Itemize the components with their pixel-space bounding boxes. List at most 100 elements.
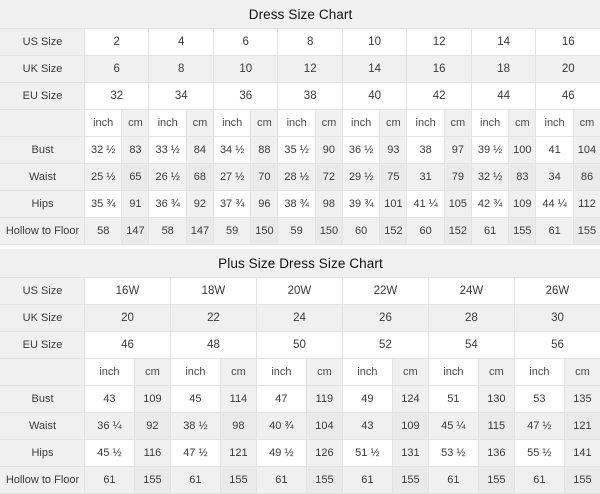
measure-value-cm: 155 xyxy=(306,467,342,494)
measure-value-cm: 147 xyxy=(186,218,213,245)
measure-value-inch: 43 xyxy=(342,413,392,440)
measure-value-inch: 51 xyxy=(428,386,478,413)
size-value-cell: 46 xyxy=(536,83,600,110)
measure-value-cm: 121 xyxy=(220,440,256,467)
size-value-cell: 54 xyxy=(428,332,514,359)
measure-value-cm: 86 xyxy=(573,164,600,191)
measure-value-cm: 93 xyxy=(380,137,407,164)
unit-header-cm: cm xyxy=(564,359,600,386)
unit-header-cm: cm xyxy=(315,110,342,137)
measure-value-cm: 90 xyxy=(315,137,342,164)
measure-value-inch: 29 ½ xyxy=(342,164,379,191)
measure-value-cm: 75 xyxy=(380,164,407,191)
measure-value-cm: 91 xyxy=(122,191,149,218)
unit-row-blank-label xyxy=(1,110,85,137)
size-value-cell: 18W xyxy=(170,278,256,305)
size-value-cell: 16 xyxy=(407,56,471,83)
measure-value-inch: 34 ½ xyxy=(213,137,250,164)
measure-value-inch: 36 ½ xyxy=(342,137,379,164)
unit-header-cm: cm xyxy=(509,110,536,137)
unit-header-inch: inch xyxy=(536,110,573,137)
unit-header-cm: cm xyxy=(122,110,149,137)
unit-header-inch: inch xyxy=(514,359,564,386)
size-value-cell: 26W xyxy=(514,278,600,305)
measure-value-inch: 35 ½ xyxy=(278,137,315,164)
measure-value-cm: 98 xyxy=(220,413,256,440)
size-value-cell: 22W xyxy=(342,278,428,305)
measure-value-cm: 70 xyxy=(251,164,278,191)
measure-value-cm: 150 xyxy=(251,218,278,245)
measure-value-inch: 60 xyxy=(342,218,379,245)
row-label-waist: Waist xyxy=(1,413,85,440)
unit-header-cm: cm xyxy=(186,110,213,137)
measure-value-cm: 97 xyxy=(444,137,471,164)
row-label-hips: Hips xyxy=(1,191,85,218)
measure-value-inch: 43 xyxy=(85,386,135,413)
measure-value-cm: 116 xyxy=(134,440,170,467)
size-value-cell: 12 xyxy=(278,56,342,83)
measure-value-cm: 68 xyxy=(186,164,213,191)
unit-header-inch: inch xyxy=(149,110,186,137)
unit-header-inch: inch xyxy=(85,110,122,137)
measure-value-cm: 92 xyxy=(134,413,170,440)
measure-value-inch: 55 ½ xyxy=(514,440,564,467)
measure-value-inch: 33 ½ xyxy=(149,137,186,164)
measure-value-inch: 39 ½ xyxy=(471,137,508,164)
measure-value-inch: 40 ¾ xyxy=(256,413,306,440)
row-label-bust: Bust xyxy=(1,137,85,164)
measure-value-inch: 27 ½ xyxy=(213,164,250,191)
measure-value-cm: 155 xyxy=(134,467,170,494)
unit-header-cm: cm xyxy=(220,359,256,386)
size-value-cell: 12 xyxy=(407,29,471,56)
measure-value-inch: 45 ½ xyxy=(85,440,135,467)
measure-value-inch: 42 ¾ xyxy=(471,191,508,218)
size-value-cell: 24W xyxy=(428,278,514,305)
unit-header-inch: inch xyxy=(471,110,508,137)
measure-value-inch: 28 ½ xyxy=(278,164,315,191)
measure-value-inch: 47 xyxy=(256,386,306,413)
measure-value-cm: 83 xyxy=(122,137,149,164)
title-row: Plus Size Dress Size Chart xyxy=(1,250,600,278)
title-row: Dress Size Chart xyxy=(1,1,600,29)
unit-header-cm: cm xyxy=(251,110,278,137)
size-value-cell: 6 xyxy=(85,56,149,83)
size-value-cell: 28 xyxy=(428,305,514,332)
measure-value-inch: 59 xyxy=(213,218,250,245)
measure-value-cm: 88 xyxy=(251,137,278,164)
measure-value-cm: 121 xyxy=(564,413,600,440)
unit-header-cm: cm xyxy=(392,359,428,386)
unit-header-cm: cm xyxy=(444,110,471,137)
measure-value-cm: 130 xyxy=(478,386,514,413)
measure-value-cm: 155 xyxy=(573,218,600,245)
measure-value-inch: 37 ¾ xyxy=(213,191,250,218)
measure-value-cm: 124 xyxy=(392,386,428,413)
measure-value-cm: 112 xyxy=(573,191,600,218)
measure-value-cm: 141 xyxy=(564,440,600,467)
measure-value-cm: 155 xyxy=(509,218,536,245)
row-label-uk-size: UK Size xyxy=(1,56,85,83)
size-value-cell: 16W xyxy=(85,278,171,305)
measure-value-cm: 72 xyxy=(315,164,342,191)
unit-header-inch: inch xyxy=(342,359,392,386)
chart-title: Plus Size Dress Size Chart xyxy=(1,250,600,278)
size-value-cell: 6 xyxy=(213,29,277,56)
row-label-waist: Waist xyxy=(1,164,85,191)
measure-value-cm: 79 xyxy=(444,164,471,191)
measure-value-inch: 34 xyxy=(536,164,573,191)
measure-value-inch: 41 ¼ xyxy=(407,191,444,218)
measure-value-inch: 35 ¾ xyxy=(85,191,122,218)
size-value-cell: 44 xyxy=(471,83,535,110)
size-value-cell: 20 xyxy=(85,305,171,332)
measure-value-cm: 109 xyxy=(392,413,428,440)
measure-value-inch: 32 ½ xyxy=(471,164,508,191)
unit-row-blank-label xyxy=(1,359,85,386)
